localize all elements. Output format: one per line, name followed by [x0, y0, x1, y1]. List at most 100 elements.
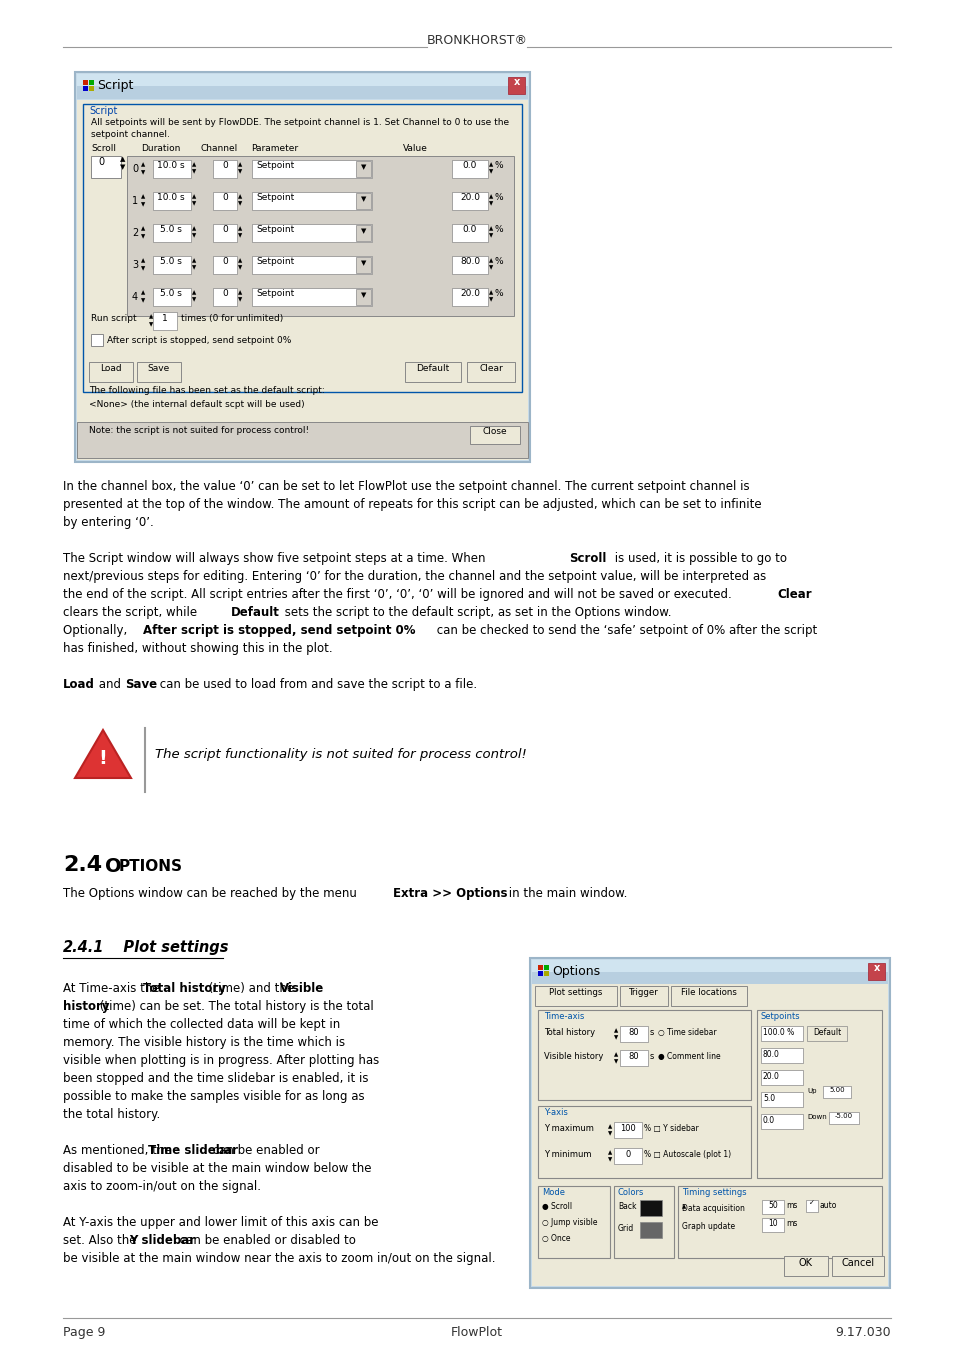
Bar — [614, 1122, 641, 1138]
Text: 10.0 s: 10.0 s — [157, 161, 185, 170]
Text: ▼: ▼ — [192, 169, 196, 174]
Text: ▲: ▲ — [141, 194, 145, 198]
Text: The Options window can be reached by the menu: The Options window can be reached by the… — [63, 887, 360, 900]
Text: ▼: ▼ — [361, 163, 366, 170]
Text: ▼: ▼ — [192, 297, 196, 302]
Bar — [537, 1010, 750, 1100]
Bar — [355, 225, 371, 242]
Text: ● Scroll: ● Scroll — [541, 1202, 572, 1211]
Bar — [619, 1026, 647, 1042]
Bar — [355, 193, 371, 209]
Text: by entering ‘0’.: by entering ‘0’. — [63, 516, 153, 529]
Text: As mentioned, the: As mentioned, the — [63, 1143, 175, 1157]
Text: Y-axis: Y-axis — [543, 1108, 567, 1116]
Text: Options: Options — [552, 965, 599, 977]
Text: Script: Script — [97, 80, 133, 92]
Text: ▼: ▼ — [149, 323, 153, 327]
Bar — [760, 1092, 802, 1107]
Text: memory. The visible history is the time which is: memory. The visible history is the time … — [63, 1035, 345, 1049]
Text: history: history — [63, 1000, 110, 1012]
Text: BRONKHORST®: BRONKHORST® — [426, 34, 527, 47]
Text: 0: 0 — [132, 163, 138, 174]
Text: ▼: ▼ — [607, 1157, 612, 1162]
Bar — [89, 80, 94, 85]
Bar — [760, 1026, 802, 1041]
Text: ▼: ▼ — [120, 163, 125, 170]
Bar — [89, 86, 94, 90]
Text: axis to zoom-in/out on the signal.: axis to zoom-in/out on the signal. — [63, 1180, 261, 1193]
Text: ▼: ▼ — [192, 265, 196, 270]
Text: clears the script, while: clears the script, while — [63, 606, 201, 620]
Text: 0: 0 — [222, 289, 228, 298]
Text: x: x — [873, 963, 880, 973]
Bar — [532, 984, 887, 1287]
Text: ▼: ▼ — [237, 234, 242, 238]
Text: Default: Default — [812, 1027, 841, 1037]
Text: 5.0 s: 5.0 s — [160, 289, 182, 298]
Text: the total history.: the total history. — [63, 1108, 160, 1120]
Bar — [213, 161, 236, 178]
Text: ▲: ▲ — [141, 290, 145, 296]
Text: Data acquisition: Data acquisition — [681, 1204, 744, 1214]
Text: Setpoint: Setpoint — [255, 193, 294, 202]
Text: 80.0: 80.0 — [459, 256, 479, 266]
Bar — [213, 288, 236, 306]
Text: 0: 0 — [222, 161, 228, 170]
Text: 0: 0 — [222, 225, 228, 234]
Text: Load: Load — [100, 364, 122, 373]
Text: Setpoint: Setpoint — [255, 256, 294, 266]
Bar — [619, 1050, 647, 1066]
Text: 0.0: 0.0 — [762, 1116, 774, 1125]
Bar — [761, 1200, 783, 1214]
Text: ▼: ▼ — [141, 202, 145, 207]
Text: Save: Save — [148, 364, 170, 373]
Text: ms: ms — [785, 1202, 797, 1210]
Bar — [252, 161, 372, 178]
Text: 9.17.030: 9.17.030 — [835, 1326, 890, 1339]
Text: ▲: ▲ — [192, 194, 196, 198]
Text: 0.0: 0.0 — [462, 225, 476, 234]
Text: Time-axis: Time-axis — [543, 1012, 584, 1021]
Text: ▼: ▼ — [489, 234, 493, 238]
Text: ▼: ▼ — [489, 201, 493, 207]
Bar — [639, 1200, 661, 1216]
Text: ▲: ▲ — [614, 1027, 618, 1033]
Bar — [91, 333, 103, 346]
Text: Y maximum: Y maximum — [543, 1125, 594, 1133]
Text: Run script: Run script — [91, 315, 136, 323]
Text: Setpoint: Setpoint — [255, 161, 294, 170]
Text: 2.4: 2.4 — [63, 855, 102, 875]
Text: ▲: ▲ — [192, 290, 196, 296]
Text: Visible: Visible — [280, 981, 324, 995]
Text: OK: OK — [799, 1258, 812, 1268]
Text: ▲: ▲ — [614, 1052, 618, 1057]
Text: sets the script to the default script, as set in the Options window.: sets the script to the default script, a… — [281, 606, 671, 620]
Text: 80: 80 — [628, 1052, 639, 1061]
Text: Extra >> Options: Extra >> Options — [393, 887, 507, 900]
Text: ▲: ▲ — [141, 225, 145, 231]
Text: (time) can be set. The total history is the total: (time) can be set. The total history is … — [96, 1000, 374, 1012]
Text: 20.0: 20.0 — [762, 1072, 779, 1081]
Text: The Script window will always show five setpoint steps at a time. When: The Script window will always show five … — [63, 552, 489, 566]
Text: Grid: Grid — [618, 1224, 634, 1233]
Text: Default: Default — [231, 606, 279, 620]
Bar — [543, 971, 548, 976]
Bar — [760, 1114, 802, 1129]
Text: x: x — [514, 77, 519, 86]
Bar — [355, 161, 371, 177]
Text: Up: Up — [806, 1088, 816, 1094]
Text: times (0 for unlimited): times (0 for unlimited) — [181, 315, 283, 323]
Bar — [213, 256, 236, 274]
Bar — [619, 986, 667, 1006]
Text: Time slidebar: Time slidebar — [148, 1143, 237, 1157]
Text: 20.0: 20.0 — [459, 193, 479, 202]
Bar — [757, 1010, 882, 1179]
Text: Parameter: Parameter — [251, 144, 297, 153]
Text: ▲: ▲ — [141, 258, 145, 263]
Text: ▲: ▲ — [489, 162, 493, 167]
Bar — [805, 1200, 817, 1212]
Bar — [252, 256, 372, 274]
Text: ▲: ▲ — [237, 162, 242, 167]
Bar — [152, 161, 191, 178]
Text: ▲: ▲ — [681, 1204, 685, 1210]
